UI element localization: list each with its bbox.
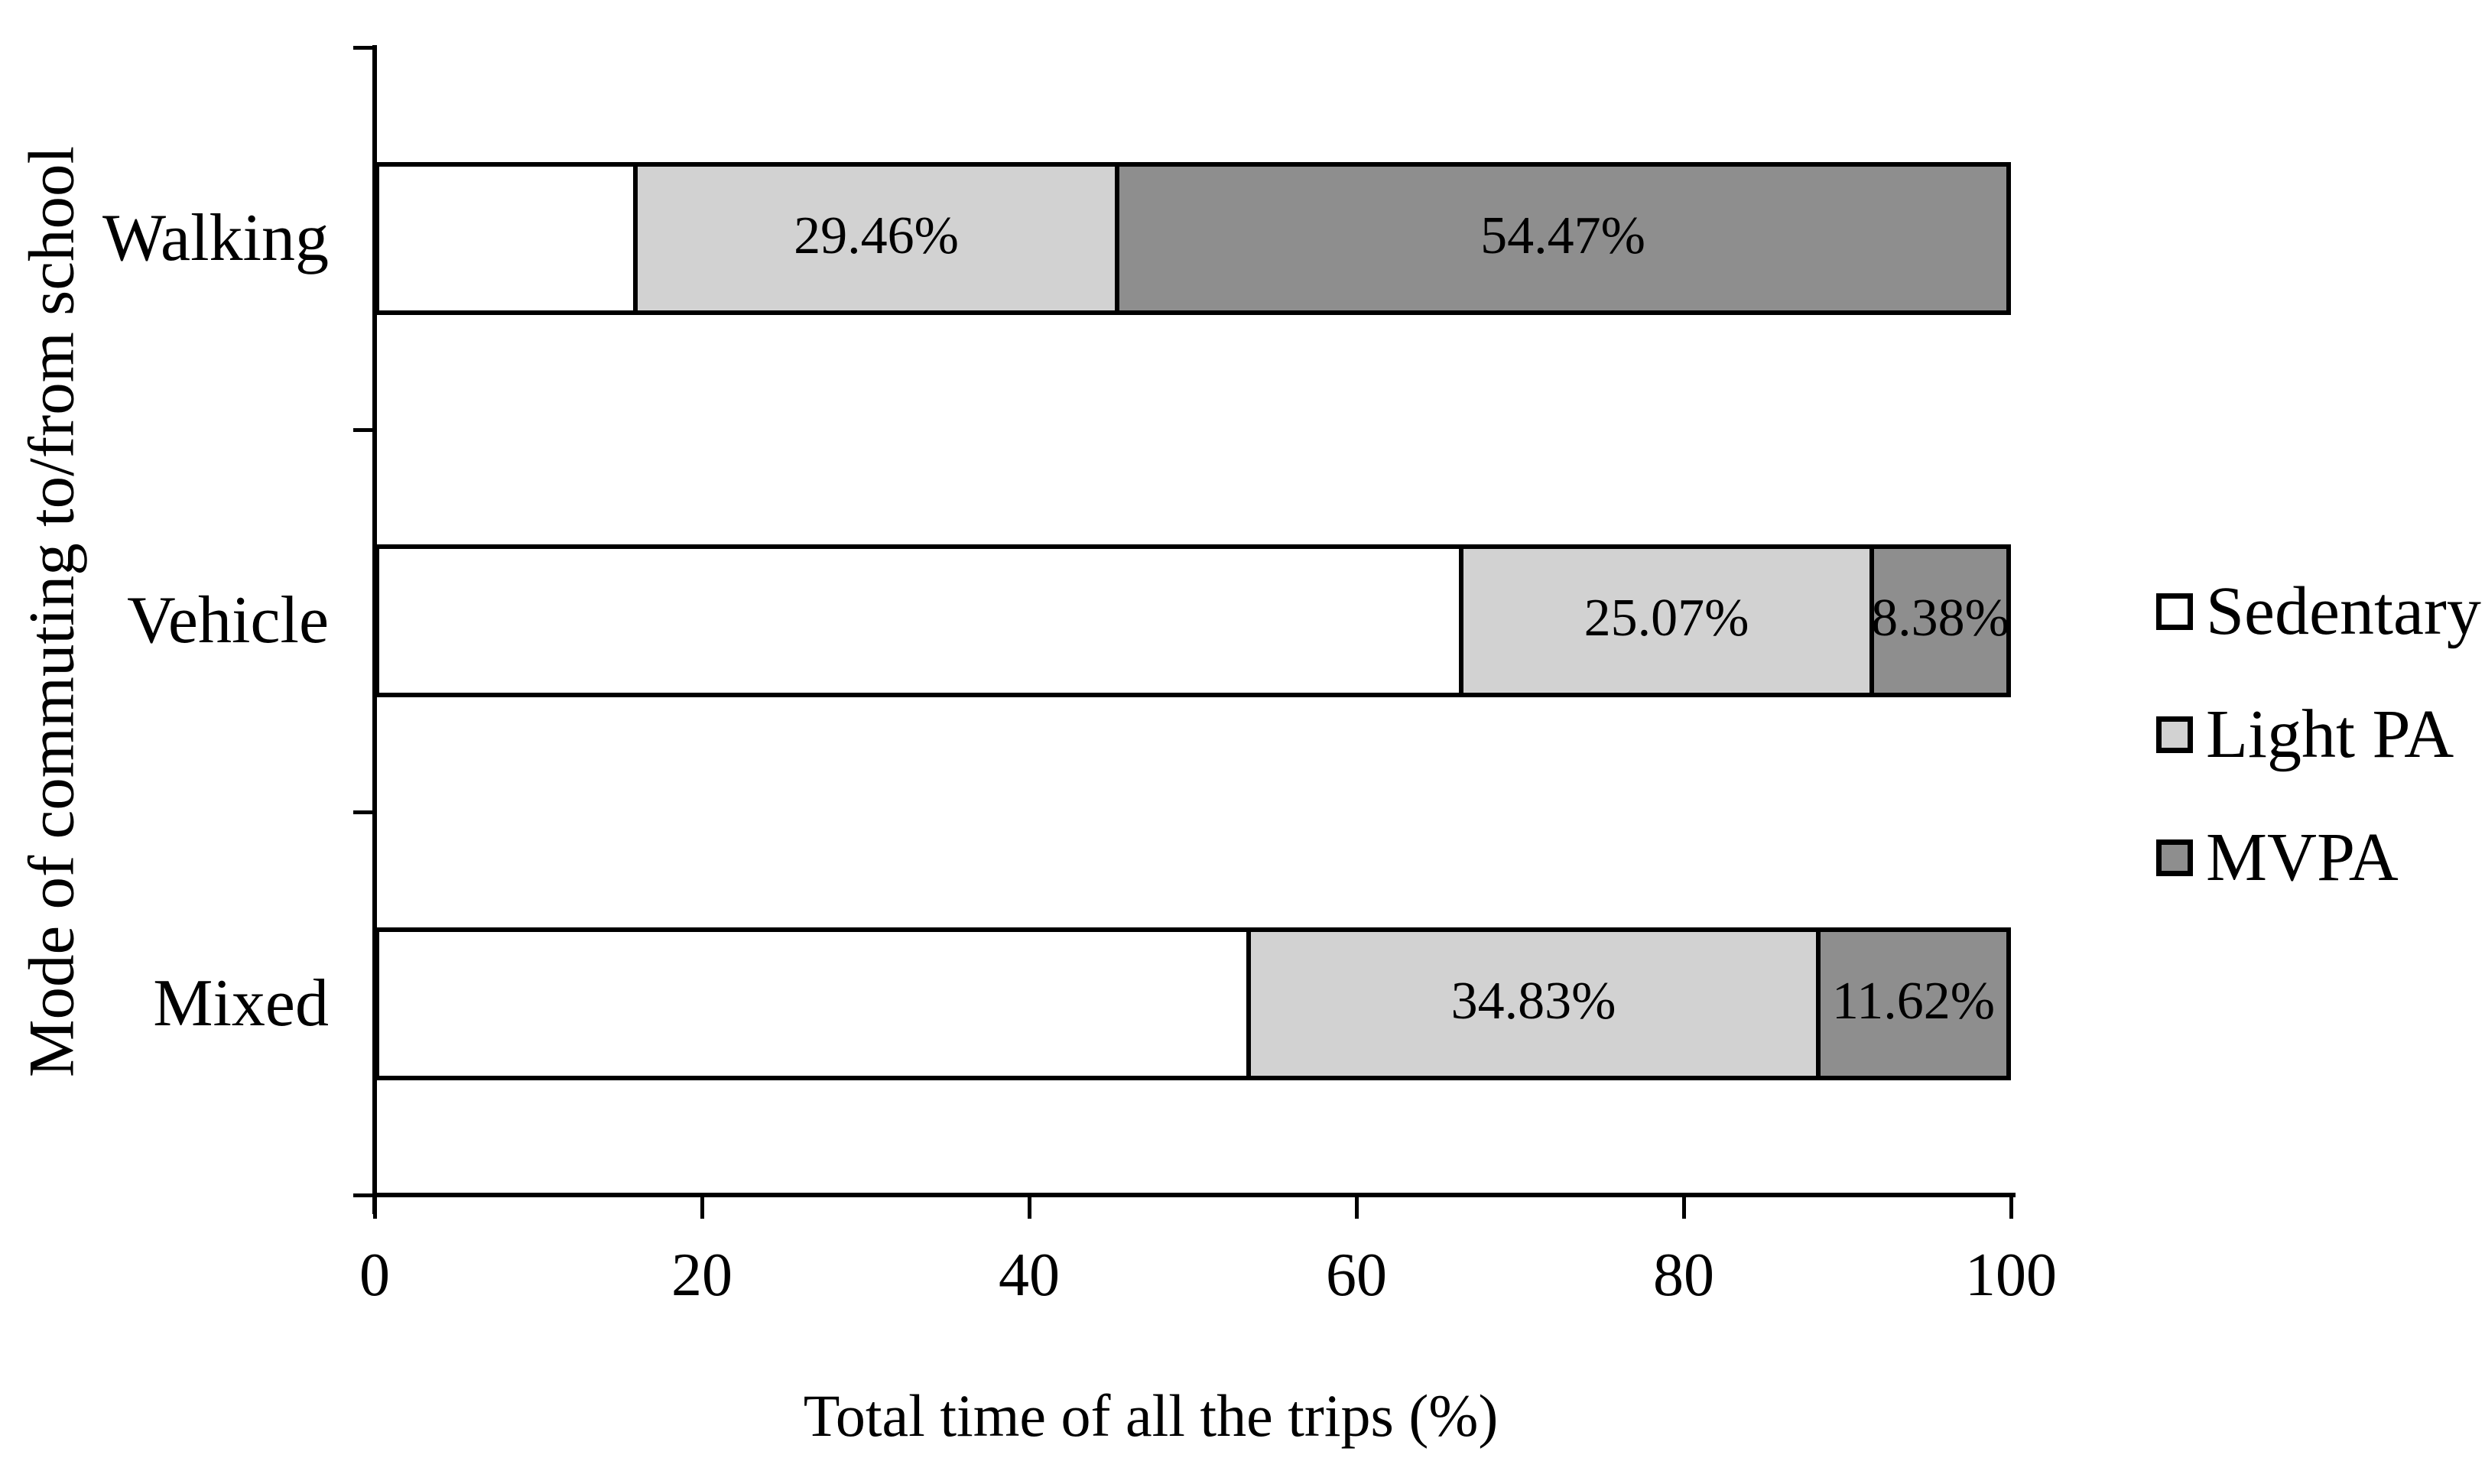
bar-segment-vehicle-sedentary xyxy=(375,544,1463,697)
bar-segment-mixed-mvpa: 11.62% xyxy=(1821,927,2011,1080)
bar-row-walking: 29.46% 54.47% xyxy=(375,162,2011,315)
legend-swatch-light-pa xyxy=(2156,716,2193,753)
legend-item-mvpa: MVPA xyxy=(2156,820,2399,896)
x-axis-tick xyxy=(1028,1195,1031,1219)
bar-row-vehicle: 25.07% 8.38% xyxy=(375,544,2011,697)
x-axis-tick-label: 100 xyxy=(1965,1242,2057,1309)
x-axis-tick-label: 20 xyxy=(671,1242,733,1309)
legend-item-sedentary: Sedentary xyxy=(2156,573,2481,650)
y-axis-tick xyxy=(353,428,375,432)
x-axis-tick-label: 0 xyxy=(359,1242,390,1309)
bar-segment-walking-light-pa: 29.46% xyxy=(638,162,1119,315)
legend-swatch-sedentary xyxy=(2156,593,2193,630)
bar-segment-vehicle-mvpa: 8.38% xyxy=(1871,544,2011,697)
bar-segment-label: 54.47% xyxy=(1480,206,1645,266)
x-axis-title: Total time of all the trips (%) xyxy=(803,1382,1499,1449)
bar-segment-vehicle-light-pa: 25.07% xyxy=(1463,544,1874,697)
bar-segment-walking-mvpa: 54.47% xyxy=(1119,162,2011,315)
y-axis-tick xyxy=(353,46,375,50)
x-axis-tick xyxy=(1355,1195,1359,1219)
x-axis-tick-label: 60 xyxy=(1326,1242,1387,1309)
legend-label: MVPA xyxy=(2206,820,2399,895)
category-label-walking: Walking xyxy=(102,201,329,275)
bar-segment-label: 11.62% xyxy=(1831,972,1996,1031)
bar-segment-mixed-sedentary xyxy=(375,927,1251,1080)
y-axis-tick xyxy=(353,1193,375,1197)
bar-segment-label: 29.46% xyxy=(794,206,959,266)
bar-segment-label: 25.07% xyxy=(1584,589,1749,648)
bar-row-mixed: 34.83% 11.62% xyxy=(375,927,2011,1080)
bar-segment-label: 8.38% xyxy=(1871,589,2009,648)
category-label-vehicle: Vehicle xyxy=(127,583,329,658)
x-axis-tick-label: 80 xyxy=(1653,1242,1714,1309)
x-axis-tick xyxy=(2009,1195,2013,1219)
bar-segment-label: 34.83% xyxy=(1450,972,1616,1031)
x-axis-line xyxy=(372,1193,2016,1197)
legend-label: Light PA xyxy=(2206,697,2454,772)
bar-segment-mixed-light-pa: 34.83% xyxy=(1251,927,1821,1080)
legend-label: Sedentary xyxy=(2206,573,2481,649)
x-axis-tick xyxy=(1682,1195,1686,1219)
category-label-mixed: Mixed xyxy=(153,966,329,1041)
x-axis-tick-label: 40 xyxy=(999,1242,1060,1309)
x-axis-tick xyxy=(700,1195,704,1219)
y-axis-tick xyxy=(353,810,375,814)
x-axis-tick xyxy=(373,1195,377,1219)
bar-segment-walking-sedentary xyxy=(375,162,638,315)
legend-item-light-pa: Light PA xyxy=(2156,697,2454,773)
legend-swatch-mvpa xyxy=(2156,839,2193,876)
